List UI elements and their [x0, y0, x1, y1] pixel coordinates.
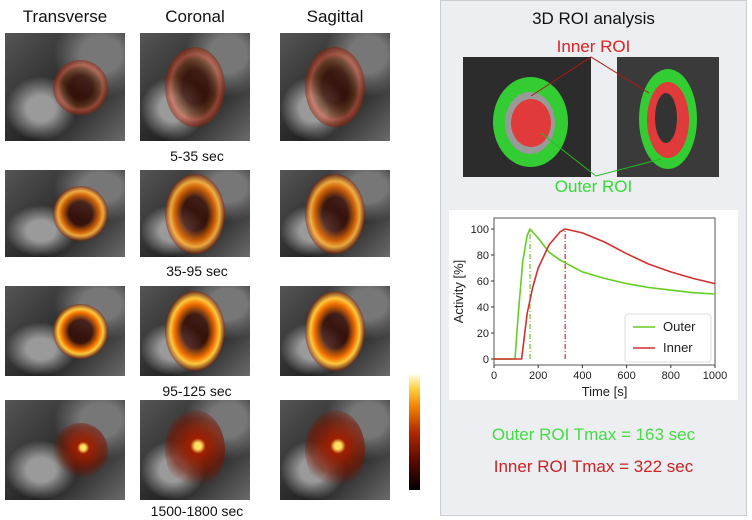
legend-label: Inner [663, 340, 693, 355]
pet-image-sagittal-4 [280, 400, 390, 500]
y-tick-label: 80 [477, 250, 489, 262]
outer-roi-label: Outer ROI [554, 177, 633, 196]
y-axis-label: Activity [%] [451, 260, 466, 324]
pet-image-coronal-1 [140, 33, 250, 141]
roi-analysis-panel: 3D ROI analysis Inner ROI Outer ROI 0 200… [440, 0, 747, 516]
time-label-1: 5-35 sec [170, 148, 224, 164]
time-label-3: 95-125 sec [162, 383, 232, 399]
activity-chart-svg: 0 200 400 600 800 1000 0 20 40 60 80 100 Time [s] Act… [451, 217, 727, 399]
pet-image-sagittal-3 [280, 286, 390, 376]
pet-image-coronal-2 [140, 170, 250, 257]
pet-image-sagittal-2 [280, 170, 390, 257]
pet-image-coronal-4 [140, 400, 250, 500]
column-header-coronal: Coronal [165, 7, 225, 26]
roi-sagittal-image [617, 57, 719, 177]
inner-tmax-text: Inner ROI Tmax = 322 sec [493, 457, 694, 476]
legend-label: Outer [663, 319, 696, 334]
x-axis-label: Time [s] [582, 384, 628, 399]
y-tick-label: 0 [483, 354, 489, 366]
series-line-outer [494, 228, 716, 360]
legend-box [624, 313, 712, 363]
inner-roi-label: Inner ROI [556, 37, 631, 56]
colorbar [409, 375, 420, 490]
series-line-inner [494, 228, 716, 360]
pet-image-transverse-2 [5, 170, 125, 257]
y-tick-label: 20 [477, 328, 489, 340]
y-tick-label: 60 [477, 276, 489, 288]
x-tick-label: 800 [662, 370, 680, 382]
pet-image-transverse-1 [5, 33, 125, 141]
column-header-transverse: Transverse [22, 7, 108, 26]
roi-transverse-image [463, 57, 591, 177]
x-tick-label: 600 [617, 370, 635, 382]
activity-chart: 0 200 400 600 800 1000 0 20 40 60 80 100 Time [s] Act… [449, 210, 738, 400]
pet-image-transverse-3 [5, 286, 125, 376]
roi-pointer-lines [530, 56, 662, 177]
panel-title: 3D ROI analysis [532, 9, 655, 28]
time-label-4: 1500-1800 sec [150, 503, 244, 519]
x-tick-label: 400 [573, 370, 591, 382]
pet-image-coronal-3 [140, 286, 250, 376]
time-label-2: 35-95 sec [166, 263, 228, 279]
column-header-sagittal: Sagittal [306, 7, 364, 26]
plot-frame [493, 217, 716, 366]
x-tick-label: 1000 [703, 370, 727, 382]
y-tick-label: 100 [471, 224, 489, 236]
y-tick-label: 40 [477, 302, 489, 314]
outer-tmax-text: Outer ROI Tmax = 163 sec [491, 425, 696, 444]
x-tick-label: 0 [491, 370, 497, 382]
pet-image-sagittal-1 [280, 33, 390, 141]
pet-image-transverse-4 [5, 400, 125, 500]
x-tick-label: 200 [529, 370, 547, 382]
